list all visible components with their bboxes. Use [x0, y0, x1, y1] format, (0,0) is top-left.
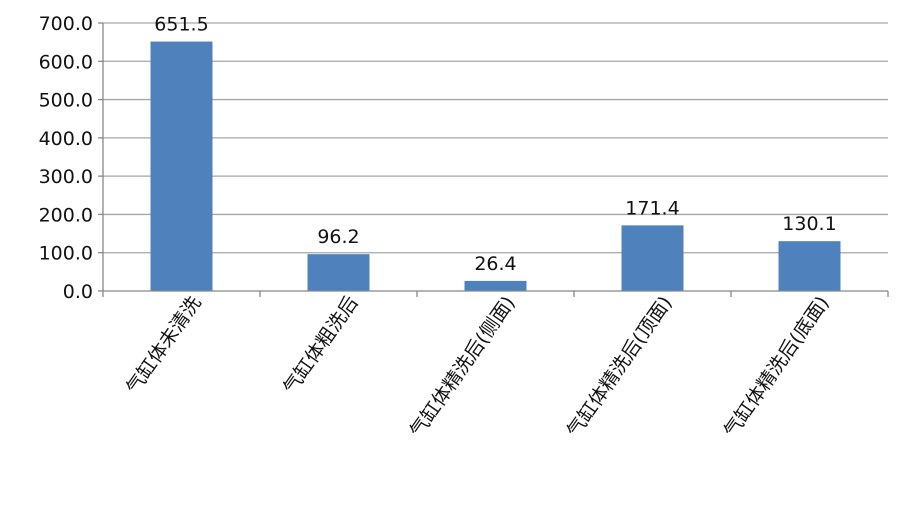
x-axis: 气缸体未清洗 气缸体粗洗后 气缸体精洗后(侧面) 气缸体精洗后(顶面) 气缸体精洗后(底…	[102, 290, 889, 442]
y-tick-label: 200.0	[39, 204, 93, 226]
bars: 651.5 96.2 26.4 171.4 130.1	[150, 14, 841, 291]
y-tick-label: 0.0	[63, 281, 93, 303]
gridlines	[103, 22, 888, 254]
bar	[464, 280, 527, 291]
x-tick-label: 气缸体粗洗后	[279, 292, 362, 398]
bar	[621, 225, 684, 291]
y-tick-label: 500.0	[39, 90, 93, 112]
data-label: 651.5	[154, 14, 208, 36]
bar	[150, 41, 213, 291]
y-tick-label: 600.0	[39, 51, 93, 73]
y-tick-label: 700.0	[39, 13, 93, 35]
y-tick-label: 300.0	[39, 166, 93, 188]
data-label: 26.4	[474, 253, 516, 275]
y-axis: 0.0 100.0 200.0 300.0 400.0 500.0 600.0 700.0	[39, 13, 104, 303]
x-tick-label: 气缸体未清洗	[122, 292, 205, 398]
bar	[778, 241, 841, 291]
x-tick-label: 气缸体精洗后(底面)	[720, 292, 834, 441]
data-label: 96.2	[317, 226, 359, 248]
x-tick-label: 气缸体精洗后(侧面)	[406, 292, 520, 441]
data-label: 171.4	[625, 197, 679, 219]
y-tick-label: 100.0	[39, 243, 93, 265]
x-tick-label: 气缸体精洗后(顶面)	[563, 292, 677, 441]
data-label: 130.1	[782, 213, 836, 235]
bar	[307, 254, 370, 291]
y-tick-label: 400.0	[39, 128, 93, 150]
